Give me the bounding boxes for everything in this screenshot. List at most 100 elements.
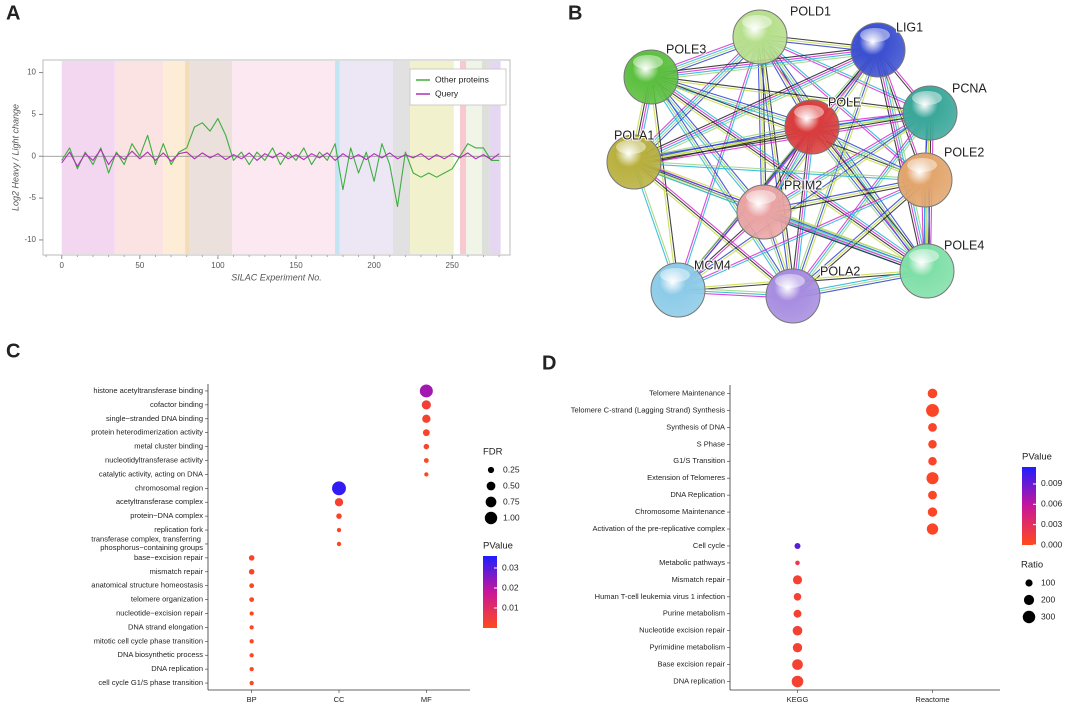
y-category-label: cofactor binding: [150, 400, 203, 409]
node-shine: [775, 274, 805, 288]
x-category-label: MF: [421, 695, 432, 702]
x-tick-label: 200: [367, 261, 381, 270]
edge: [652, 75, 796, 296]
edge: [632, 46, 877, 160]
edge: [763, 112, 931, 213]
region-band: [460, 61, 467, 254]
y-category-label: mismatch repair: [150, 567, 204, 576]
region-band: [489, 61, 501, 254]
colorbar: [1022, 467, 1036, 545]
dot: [792, 642, 803, 653]
x-axis-title: SILAC Experiment No.: [231, 272, 322, 282]
edge: [651, 75, 931, 113]
panel-letter: B: [568, 2, 582, 24]
dot: [794, 542, 801, 549]
dot: [336, 513, 342, 519]
edge: [764, 208, 929, 269]
dot: [928, 440, 937, 449]
y-tick-label: -5: [29, 193, 37, 202]
dot: [793, 609, 802, 618]
dot: [792, 625, 803, 636]
dot: [422, 414, 431, 423]
x-tick-label: 250: [446, 261, 460, 270]
legend-label: Other proteins: [435, 74, 489, 84]
dot: [249, 625, 254, 630]
dot: [792, 575, 803, 585]
edge: [878, 49, 929, 271]
node: [899, 243, 955, 299]
node: [732, 9, 788, 65]
x-category-label: CC: [334, 695, 345, 702]
panel-letter: D: [542, 352, 556, 374]
dot: [422, 429, 430, 437]
node-shine: [660, 268, 690, 282]
size-legend-dot: [1022, 610, 1036, 624]
data-line: [61, 118, 500, 208]
edge: [634, 37, 762, 164]
panel-letter: C: [6, 340, 20, 362]
dot: [336, 527, 342, 533]
edge: [814, 124, 931, 270]
edge: [631, 34, 759, 161]
y-axis-title: Log2 Heavy / Light change: [10, 104, 20, 211]
edge: [650, 76, 794, 297]
dot: [928, 422, 937, 432]
color-legend-title: PValue: [1022, 452, 1052, 463]
edge: [757, 37, 763, 213]
node-shine: [742, 15, 772, 29]
edge: [880, 49, 931, 271]
node-shine: [860, 28, 890, 42]
y-category-label: DNA biosynthetic process: [118, 650, 204, 659]
dot: [928, 490, 937, 500]
dot: [249, 583, 255, 589]
region-band: [163, 61, 186, 254]
edge: [652, 75, 767, 211]
edge: [650, 77, 930, 115]
y-category-label: Human T-cell leukemia virus 1 infection: [595, 592, 725, 601]
node: [736, 184, 792, 240]
edge: [808, 128, 925, 274]
y-category-label: protein heterodimerization activity: [91, 428, 203, 437]
edge: [876, 50, 927, 272]
node-label: POLE2: [944, 145, 984, 159]
size-legend-dot: [487, 466, 495, 474]
node: [897, 152, 953, 208]
dot: [249, 597, 255, 602]
y-category-label: DNA Replication: [670, 490, 725, 499]
edge: [632, 163, 792, 299]
node-label: MCM4: [694, 258, 731, 272]
node-shine: [616, 140, 646, 154]
dot: [792, 659, 803, 670]
y-category-label: protein−DNA complex: [130, 511, 203, 520]
dot: [334, 498, 344, 507]
y-category-label: histone acetyltransferase binding: [93, 386, 203, 395]
y-category-label: telomere organization: [131, 595, 203, 604]
y-category-label: chromosomal region: [135, 483, 203, 492]
edge: [633, 48, 878, 162]
y-tick-label: 10: [27, 68, 36, 77]
y-category-label: Cell cycle: [693, 541, 725, 550]
size-legend-dot: [484, 511, 498, 525]
y-tick-label: -10: [24, 235, 36, 244]
y-category-label: catalytic activity, acting on DNA: [99, 469, 203, 478]
y-category-label: transferase complex, transferring phosph…: [91, 535, 203, 553]
dot: [249, 680, 254, 686]
size-legend-title: FDR: [483, 447, 503, 458]
region-band: [481, 61, 490, 254]
edge: [635, 159, 795, 295]
edge: [763, 212, 927, 273]
dot: [336, 541, 342, 547]
edge: [764, 210, 928, 271]
edge: [790, 49, 877, 296]
edge: [757, 37, 792, 297]
colorbar-label: 0.02: [502, 582, 519, 592]
node-label: POLE3: [666, 42, 706, 56]
y-category-label: cell cycle G1/S phase transition: [98, 678, 203, 687]
dot: [249, 611, 254, 616]
node-label: LIG1: [896, 20, 923, 34]
node-shine: [746, 190, 776, 204]
y-category-label: acetyltransferase complex: [116, 497, 203, 506]
size-legend-dot: [485, 496, 497, 508]
node-shine: [909, 249, 939, 263]
